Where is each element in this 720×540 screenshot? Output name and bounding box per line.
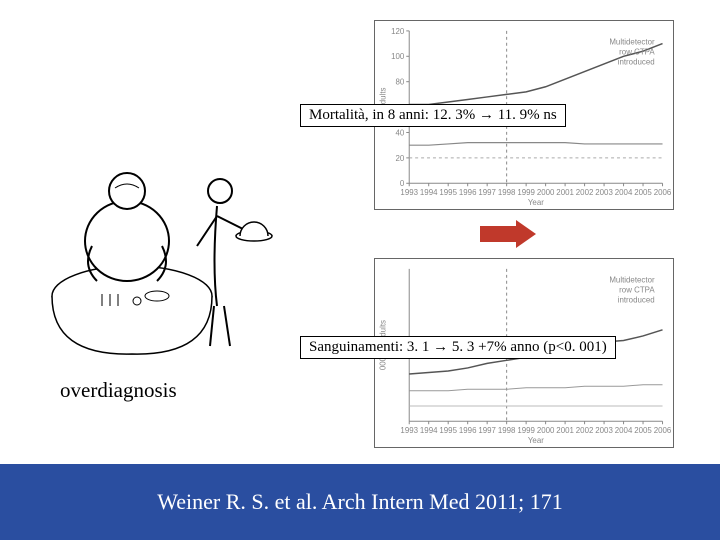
svg-text:1999: 1999	[517, 188, 535, 197]
svg-text:Multidetector: Multidetector	[609, 38, 655, 47]
citation-text: Weiner R. S. et al. Arch Intern Med 2011…	[157, 489, 563, 515]
svg-text:2002: 2002	[576, 188, 594, 197]
svg-text:2006: 2006	[654, 426, 672, 435]
svg-text:20: 20	[395, 154, 404, 163]
overdiagnosis-label: overdiagnosis	[60, 378, 177, 403]
svg-text:2001: 2001	[556, 188, 574, 197]
svg-text:2001: 2001	[556, 426, 574, 435]
svg-text:1997: 1997	[478, 188, 496, 197]
svg-text:1995: 1995	[439, 426, 457, 435]
svg-text:1998: 1998	[498, 426, 516, 435]
bleeding-callout: Sanguinamenti: 3. 1 → 5. 3 +7% anno (p<0…	[300, 336, 616, 359]
svg-text:1993: 1993	[400, 426, 418, 435]
svg-text:row CTPA: row CTPA	[619, 48, 655, 57]
svg-text:Year: Year	[528, 198, 544, 207]
svg-text:1997: 1997	[478, 426, 496, 435]
citation-bar: Weiner R. S. et al. Arch Intern Med 2011…	[0, 464, 720, 540]
svg-text:2006: 2006	[654, 188, 672, 197]
svg-text:2000: 2000	[537, 426, 555, 435]
svg-text:1995: 1995	[439, 188, 457, 197]
svg-text:Multidetector: Multidetector	[609, 276, 655, 285]
svg-text:2004: 2004	[615, 188, 633, 197]
svg-text:1994: 1994	[420, 426, 438, 435]
svg-text:2002: 2002	[576, 426, 594, 435]
svg-text:2005: 2005	[634, 188, 652, 197]
svg-text:40: 40	[395, 128, 404, 137]
svg-text:1993: 1993	[400, 188, 418, 197]
svg-text:introduced: introduced	[618, 296, 655, 305]
svg-text:2000: 2000	[537, 188, 555, 197]
svg-text:2003: 2003	[595, 188, 613, 197]
svg-text:2004: 2004	[615, 426, 633, 435]
svg-text:row CTPA: row CTPA	[619, 286, 655, 295]
svg-text:1994: 1994	[420, 188, 438, 197]
svg-text:1996: 1996	[459, 426, 477, 435]
svg-text:introduced: introduced	[618, 58, 655, 67]
svg-text:2005: 2005	[634, 426, 652, 435]
svg-text:1999: 1999	[517, 426, 535, 435]
arrow-down-icon	[480, 220, 536, 248]
svg-text:1998: 1998	[498, 188, 516, 197]
svg-text:100: 100	[391, 52, 405, 61]
svg-text:0: 0	[400, 179, 405, 188]
svg-text:Year: Year	[528, 436, 544, 445]
svg-text:1996: 1996	[459, 188, 477, 197]
svg-text:2003: 2003	[595, 426, 613, 435]
svg-text:120: 120	[391, 27, 405, 36]
mortality-callout: Mortalità, in 8 anni: 12. 3% → 11. 9% ns	[300, 104, 566, 127]
cartoon-illustration	[42, 136, 274, 356]
svg-text:80: 80	[395, 78, 404, 87]
